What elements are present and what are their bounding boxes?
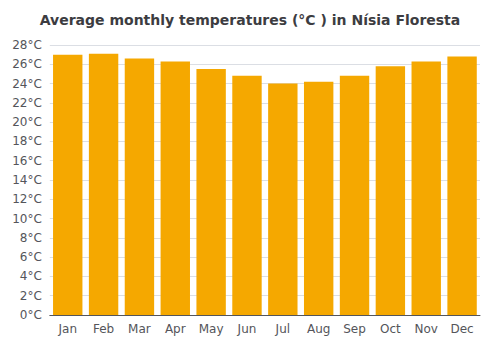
svg-text:4°C: 4°C (20, 269, 42, 283)
svg-text:May: May (199, 322, 224, 336)
svg-text:Jul: Jul (275, 322, 290, 336)
svg-text:6°C: 6°C (20, 250, 42, 264)
svg-text:10°C: 10°C (12, 212, 42, 226)
svg-text:Sep: Sep (343, 322, 366, 336)
svg-text:2°C: 2°C (20, 289, 42, 303)
svg-text:0°C: 0°C (20, 308, 42, 322)
svg-text:12°C: 12°C (12, 192, 42, 206)
svg-text:Feb: Feb (93, 322, 114, 336)
svg-text:18°C: 18°C (12, 134, 42, 148)
svg-text:28°C: 28°C (12, 38, 42, 52)
svg-text:8°C: 8°C (20, 231, 42, 245)
svg-text:24°C: 24°C (12, 77, 42, 91)
svg-text:Aug: Aug (307, 322, 330, 336)
svg-text:20°C: 20°C (12, 115, 42, 129)
svg-text:22°C: 22°C (12, 96, 42, 110)
svg-text:Oct: Oct (380, 322, 401, 336)
svg-text:Apr: Apr (165, 322, 186, 336)
svg-text:Average monthly temperatures (: Average monthly temperatures (°C ) in Ní… (40, 12, 461, 28)
svg-text:Dec: Dec (450, 322, 473, 336)
svg-text:Jan: Jan (57, 322, 77, 336)
svg-text:14°C: 14°C (12, 173, 42, 187)
svg-text:16°C: 16°C (12, 154, 42, 168)
svg-text:Mar: Mar (128, 322, 151, 336)
svg-text:Nov: Nov (415, 322, 438, 336)
svg-text:Jun: Jun (237, 322, 257, 336)
svg-text:26°C: 26°C (12, 57, 42, 71)
